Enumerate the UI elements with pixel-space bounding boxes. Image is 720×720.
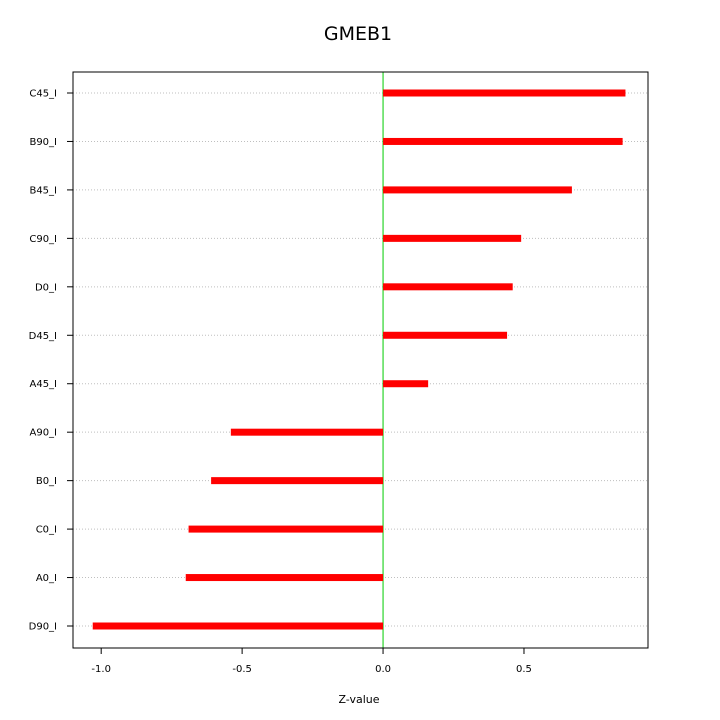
- plot-frame: [72, 71, 649, 649]
- bar-A45_I: [383, 380, 429, 388]
- bar-B0_I: [211, 477, 384, 485]
- bar-C90_I: [383, 234, 522, 242]
- x-tick-label: 0.0: [375, 664, 391, 675]
- x-axis-ticks: -1.0 -0.5 0.0 0.5: [91, 648, 532, 675]
- y-tick-label: D90_I: [29, 622, 57, 633]
- x-axis-label: Z-value: [338, 693, 379, 706]
- y-tick-label: A90_I: [29, 428, 57, 439]
- bar-B45_I: [383, 186, 572, 194]
- y-tick-label: B0_I: [36, 476, 57, 487]
- y-tick-label: A0_I: [36, 573, 57, 584]
- y-tick-label: D45_I: [29, 331, 57, 342]
- x-tick-label: 0.5: [516, 664, 532, 675]
- y-tick-label: B90_I: [29, 137, 57, 148]
- chart-title: GMEB1: [324, 23, 392, 45]
- bar-D45_I: [383, 331, 508, 339]
- bar-D90_I: [92, 622, 384, 630]
- y-tick-label: C45_I: [29, 89, 57, 100]
- bar-C0_I: [188, 525, 384, 533]
- bar-A90_I: [230, 428, 384, 436]
- x-tick-label: -0.5: [232, 664, 252, 675]
- y-axis-ticks: C45_I B90_I B45_I C90_I D0_I D45_I A45_I A90_I B…: [29, 89, 73, 633]
- y-tick-label: C90_I: [29, 234, 57, 245]
- bar-D0_I: [383, 283, 513, 291]
- y-tick-label: C0_I: [36, 525, 57, 536]
- x-tick-label: -1.0: [91, 664, 111, 675]
- y-tick-label: A45_I: [29, 379, 57, 390]
- bar-A0_I: [185, 574, 384, 582]
- bars: [92, 89, 626, 630]
- y-tick-label: D0_I: [35, 282, 57, 293]
- bar-C45_I: [383, 89, 626, 97]
- grid-lines: [73, 92, 648, 627]
- y-tick-label: B45_I: [29, 185, 57, 196]
- bar-B90_I: [383, 137, 623, 145]
